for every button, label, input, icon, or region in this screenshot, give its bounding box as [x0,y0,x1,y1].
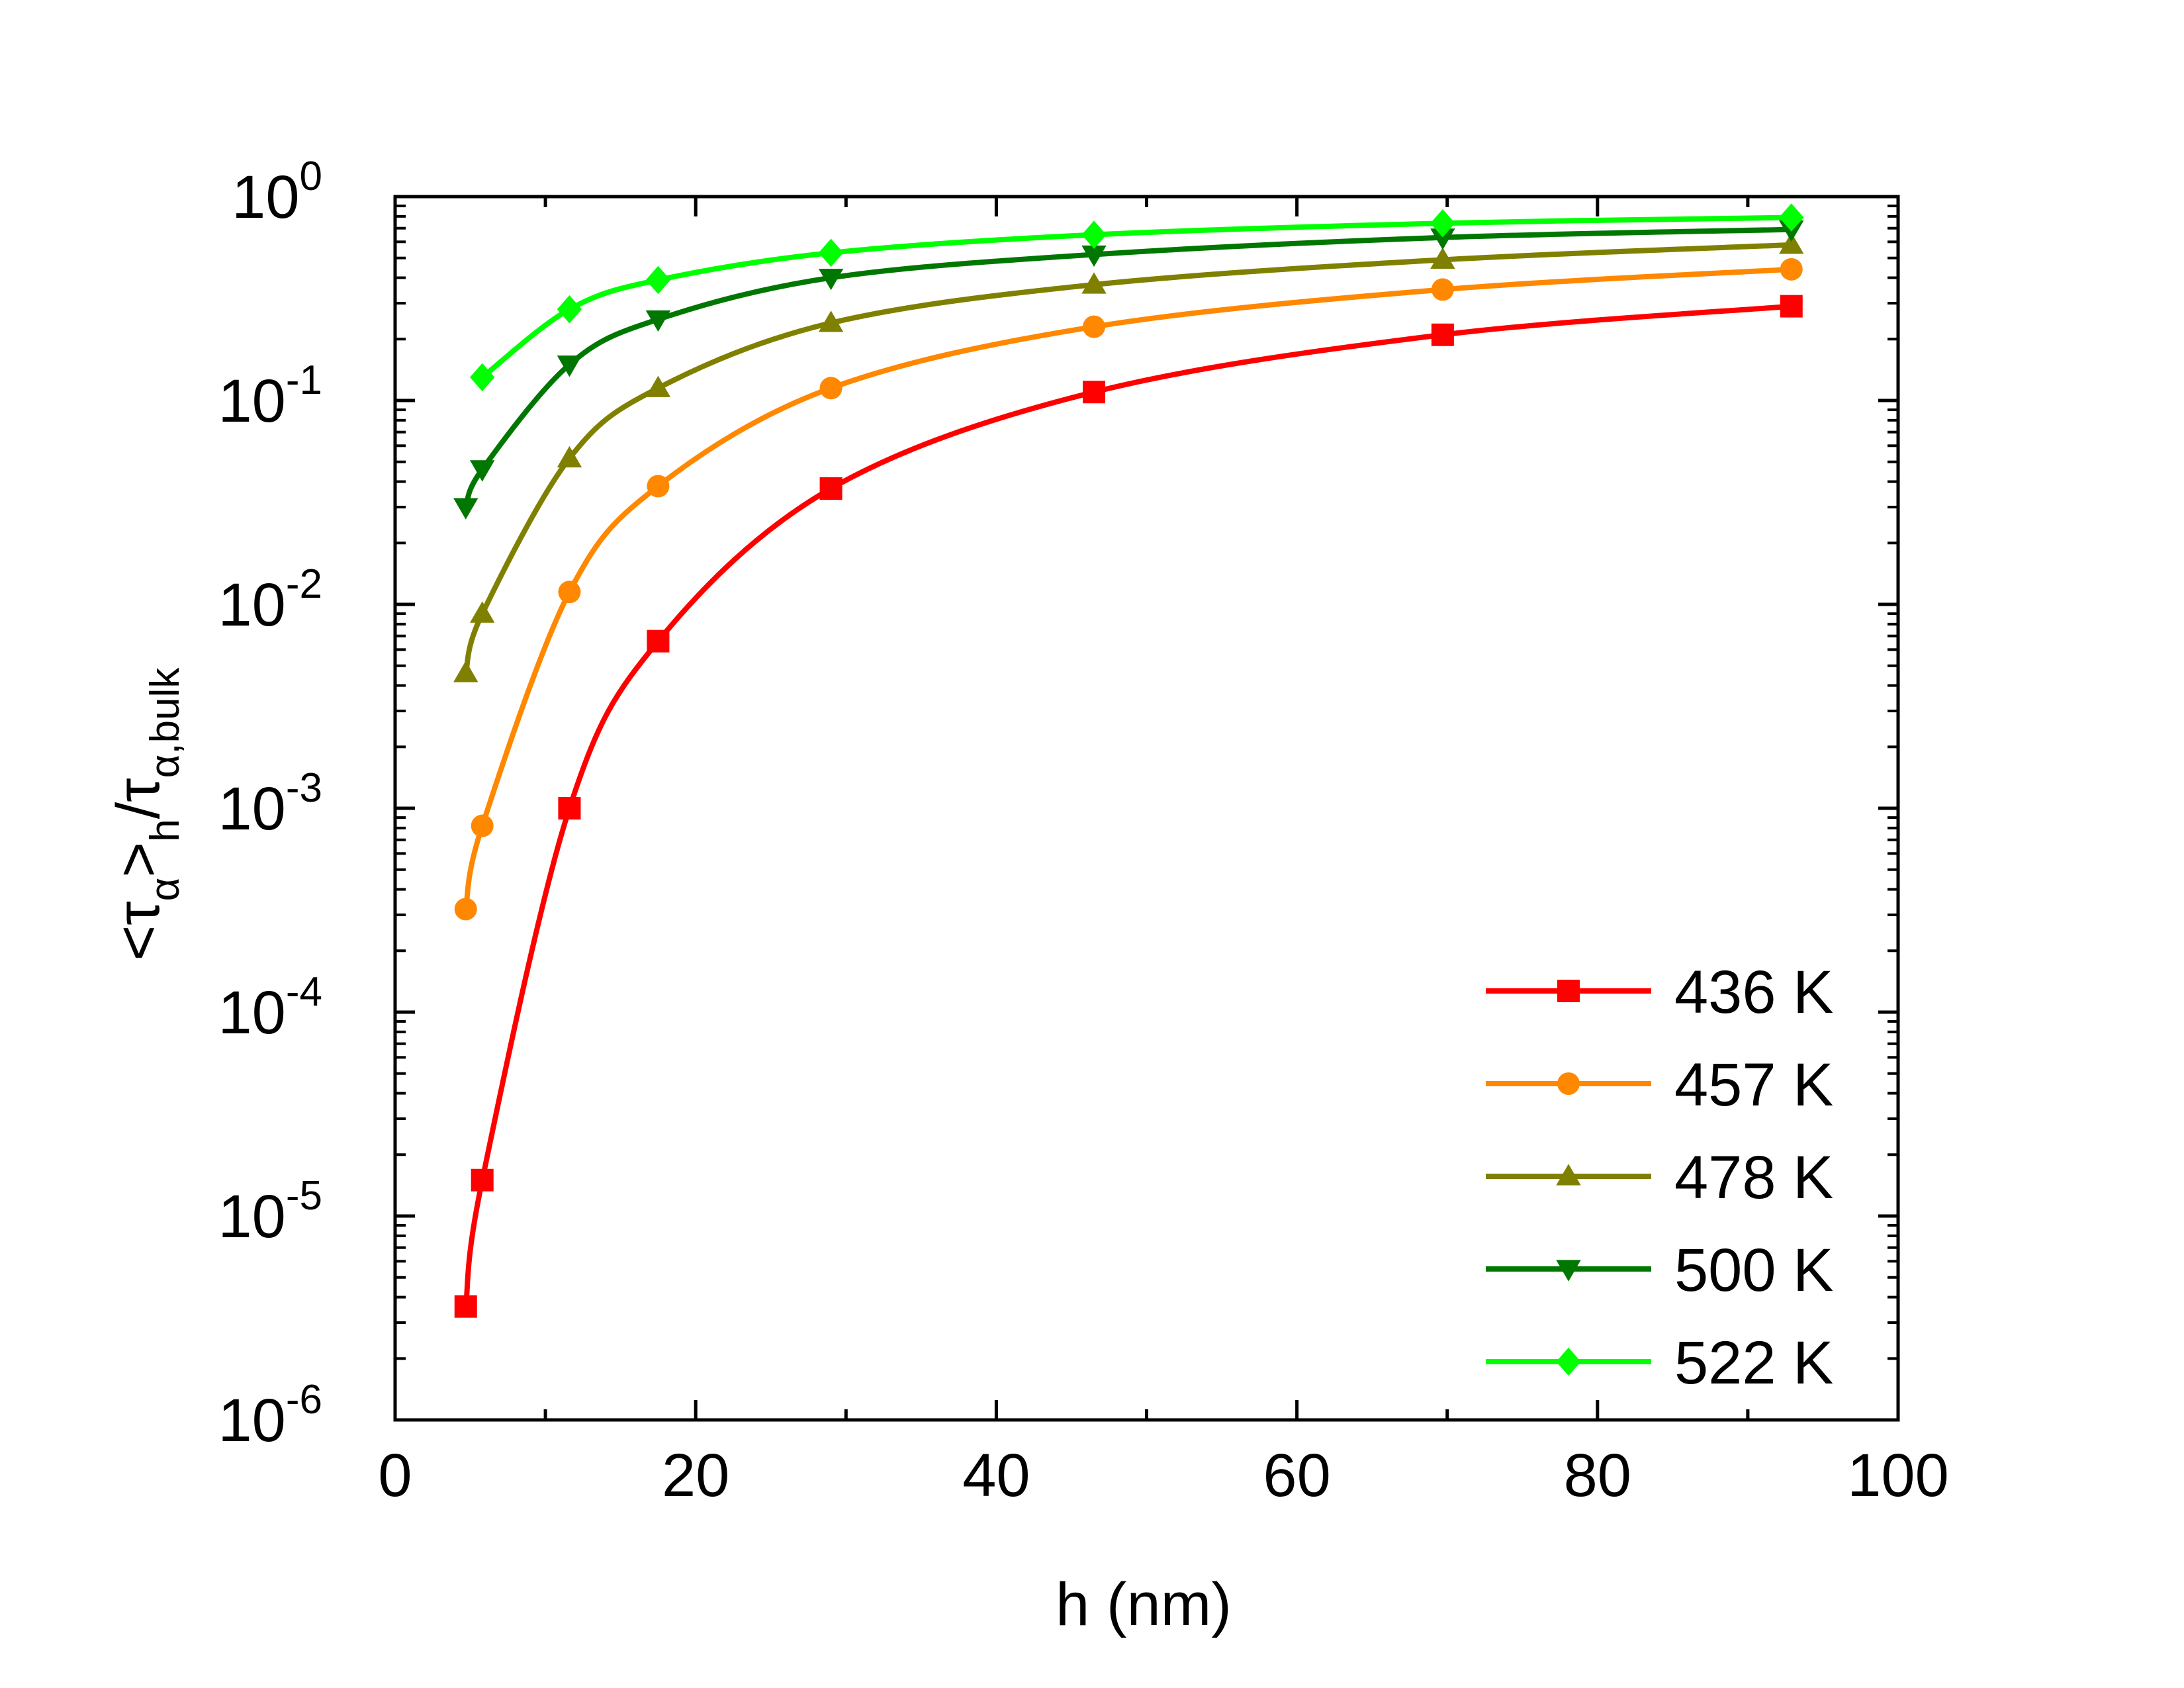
svg-text:<τα>h/τα,bulk: <τα>h/τα,bulk [105,667,188,961]
legend-marker [1557,1072,1580,1095]
series-1 [454,258,1803,921]
series-0 [454,295,1803,1318]
series-2 [453,232,1804,682]
y-tick-label: 100 [232,154,322,231]
data-point [1430,228,1455,250]
data-point [1081,272,1107,294]
data-point [557,355,582,377]
y-tick-label: 10-2 [218,561,322,639]
data-point [819,477,842,500]
legend-marker [1557,980,1580,1002]
legend-item: 522 K [1486,1329,1833,1397]
data-point [1779,232,1804,254]
series-4 [470,203,1804,392]
legend-label: 457 K [1674,1051,1833,1119]
plot-frame [393,195,1900,1422]
data-point [818,268,844,291]
y-tick-label: 10-6 [218,1377,322,1454]
y-tick-label: 10-3 [218,765,322,843]
data-point [818,310,844,332]
data-point [819,377,842,400]
data-point [645,265,671,295]
data-point [558,797,581,820]
data-point [470,363,495,392]
y-tick-label: 10-1 [218,357,322,435]
y-axis-label-sub-1: α [142,878,188,902]
legend-label: 478 K [1674,1144,1833,1211]
data-point [558,581,581,604]
legend-item: 478 K [1486,1144,1833,1211]
y-axis-label-part-3: /τ [105,778,172,819]
data-point [647,630,670,653]
data-point [471,1168,494,1192]
x-tick-label: 60 [1263,1442,1330,1509]
data-point [1081,245,1107,267]
x-tick-label: 100 [1847,1442,1949,1509]
data-point [1779,203,1804,232]
legend-item: 436 K [1486,959,1833,1026]
series-line-2 [463,242,1792,674]
data-point [453,661,478,682]
data-point [453,498,478,520]
data-point [1081,220,1107,249]
data-point [470,460,495,482]
data-point [647,475,670,498]
legend-label: 522 K [1674,1329,1833,1397]
data-point [470,601,495,623]
legend-marker [1556,1164,1581,1186]
ticks-layer: 0 20 40 60 80 100 100 10-1 10-2 10-3 10-4 10-5 10-6 [218,154,1949,1509]
y-tick-label: 10-4 [218,969,322,1047]
series-layer [453,203,1804,1318]
data-point [645,310,671,332]
legend: 436 K 457 K 478 K 500 K 522 K [1486,959,1833,1397]
x-axis-label: h (nm) [1056,1571,1232,1638]
legend-marker [1556,1260,1581,1282]
data-point [1431,323,1454,346]
data-point [645,375,671,397]
legend-label: 436 K [1674,959,1833,1026]
legend-label: 500 K [1674,1237,1833,1304]
data-point [818,238,844,267]
data-point [1780,295,1803,318]
data-point [1083,315,1106,338]
data-point [1430,247,1455,269]
x-tick-label: 40 [962,1442,1030,1509]
data-point [1431,278,1454,301]
y-axis-label-part-2: > [105,842,172,878]
data-point [557,295,582,324]
y-axis-label: <τα>h/τα,bulk [105,667,188,961]
x-tick-label: 20 [662,1442,729,1509]
series-line-3 [463,226,1792,508]
data-point [1083,381,1106,404]
legend-item: 457 K [1486,1051,1833,1119]
y-axis-label-part-1: <τ [105,901,172,961]
legend-item: 500 K [1486,1237,1833,1304]
x-tick-label: 80 [1564,1442,1631,1509]
y-tick-label: 10-5 [218,1173,322,1250]
y-axis-label-sub-2: h [142,819,188,841]
data-point [1780,258,1803,281]
data-point [1430,209,1455,238]
series-line-4 [480,214,1792,380]
data-point [557,445,582,468]
x-tick-label: 0 [378,1442,412,1509]
y-axis-label-sub-3: α,bulk [142,667,188,778]
data-point [471,814,494,837]
legend-marker [1556,1347,1581,1376]
data-point [454,898,477,921]
data-point [454,1295,477,1318]
